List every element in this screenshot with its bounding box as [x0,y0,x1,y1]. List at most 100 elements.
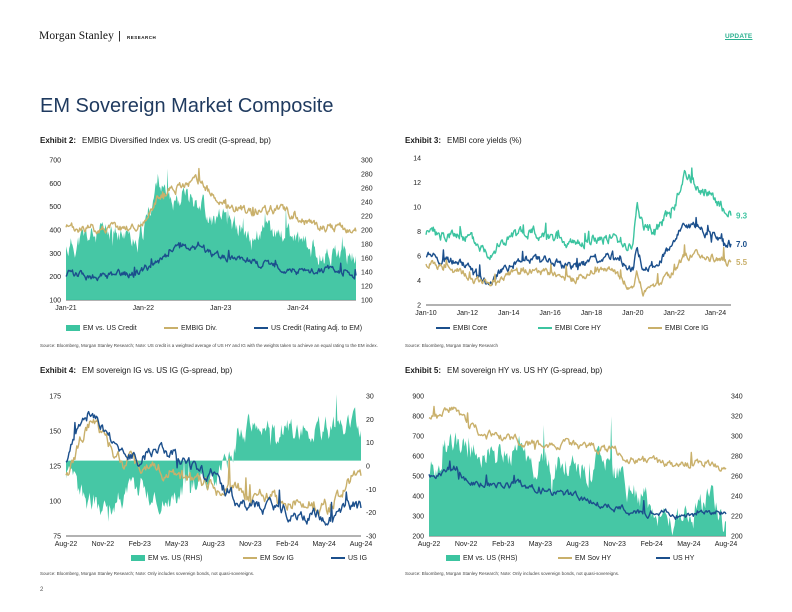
y-right-tick-label: 300 [361,158,373,165]
x-tick-label: Jan-14 [498,310,520,317]
y-right-tick-label: 200 [731,534,743,541]
y-left-tick-label: 12 [413,180,421,187]
exhibit-5-chart: 900 800 700 600 500 400 300 200 340 320 300 280 260 2… [412,394,743,563]
y-right-tick-label: 20 [366,417,374,424]
x-tick-label: Jan-10 [415,310,437,317]
x-tick-label: Aug-22 [55,541,78,548]
y-left-tick-label: 125 [49,464,61,471]
x-tick-label: Jan-21 [55,305,77,312]
x-tick-label: Nov-22 [92,541,115,548]
y-right-tick-label: 240 [731,494,743,501]
y-left-tick-label: 500 [49,204,61,211]
y-left-tick-label: 175 [49,394,61,401]
y-right-tick-label: 0 [366,464,370,471]
series-line [65,167,357,235]
series-line [425,244,732,297]
y-right-tick-label: -20 [366,510,376,517]
y-right-tick-label: 30 [366,394,374,401]
x-tick-label: Jan-24 [705,310,727,317]
x-tick-label: Jan-22 [133,305,155,312]
y-left-tick-label: 500 [412,474,424,481]
legend-label: EMBI Core HY [555,325,601,332]
y-left-tick-label: 4 [417,278,421,285]
x-tick-label: Jan-23 [210,305,232,312]
y-left-tick-label: 100 [49,298,61,305]
x-tick-label: Aug-23 [202,541,225,548]
y-right-tick-label: 180 [361,242,373,249]
legend-label: EM vs. US Credit [83,325,137,332]
exhibit-2-chart: 700 600 500 400 300 200 100 300 280 260 240 220 200 1… [49,158,373,333]
x-tick-label: Aug-24 [350,541,373,548]
series-line [65,410,362,526]
y-left-tick-label: 14 [413,156,421,163]
legend-swatch [66,325,80,331]
legend-label: EM Sov HY [575,555,612,562]
y-left-tick-label: 800 [412,414,424,421]
y-right-tick-label: 10 [366,440,374,447]
page-number: 2 [40,587,44,593]
exhibit-5-source: Source: Bloomberg, Morgan Stanley Resear… [405,571,620,576]
legend-label: EMBIG Div. [181,325,217,332]
y-left-tick-label: 300 [49,251,61,258]
x-tick-label: Jan-20 [622,310,644,317]
series-area [66,394,361,522]
x-tick-label: Jan-24 [287,305,309,312]
x-tick-label: May-24 [312,541,335,548]
y-right-tick-label: 100 [361,298,373,305]
exhibit-3-source: Source: Bloomberg, Morgan Stanley Resear… [405,343,499,348]
y-right-tick-label: 240 [361,200,373,207]
y-left-tick-label: 10 [413,205,421,212]
y-left-tick-label: 200 [412,534,424,541]
y-left-tick-label: 2 [417,303,421,310]
x-tick-label: May-24 [677,541,700,548]
x-tick-label: Aug-24 [715,541,738,548]
legend-label: EMBI Core IG [665,325,709,332]
legend-label: EM Sov IG [260,555,294,562]
y-left-tick-label: 700 [412,434,424,441]
y-left-tick-label: 100 [49,499,61,506]
legend-label: EMBI Core [453,325,487,332]
y-right-tick-label: 220 [731,514,743,521]
y-left-tick-label: 300 [412,514,424,521]
series-line [65,241,357,282]
y-left-tick-label: 900 [412,394,424,401]
exhibit-3-title: Exhibit 3: EMBI core yields (%) [405,136,522,145]
y-left-tick-label: 200 [49,274,61,281]
y-left-tick-label: 600 [412,454,424,461]
x-tick-label: Jan-22 [663,310,685,317]
x-tick-label: Nov-23 [239,541,262,548]
y-right-tick-label: 120 [361,284,373,291]
y-right-tick-label: 260 [361,186,373,193]
exhibit-4-title: Exhibit 4: EM sovereign IG vs. US IG (G-s… [40,366,233,375]
y-left-tick-label: 600 [49,181,61,188]
y-left-tick-label: 8 [417,229,421,236]
x-tick-label: Feb-24 [641,541,663,548]
y-right-tick-label: 220 [361,214,373,221]
y-right-tick-label: -30 [366,534,376,541]
y-right-tick-label: 260 [731,474,743,481]
y-left-tick-label: 400 [49,228,61,235]
x-tick-label: Jan-12 [457,310,479,317]
legend-swatch [131,555,145,561]
end-label-core-ig: 5.5 [736,258,748,267]
series-area [429,416,726,536]
x-tick-label: Aug-23 [566,541,589,548]
x-tick-label: Jan-18 [581,310,603,317]
brand-logo: Morgan Stanley [39,30,114,42]
x-tick-label: Feb-23 [492,541,514,548]
legend-label: US IG [348,555,367,562]
x-tick-label: May-23 [165,541,188,548]
y-right-tick-label: 280 [361,172,373,179]
y-right-tick-label: 340 [731,394,743,401]
y-right-tick-label: -10 [366,487,376,494]
y-right-tick-label: 300 [731,434,743,441]
legend-label: US HY [673,555,695,562]
y-right-tick-label: 140 [361,270,373,277]
update-tag[interactable]: UPDATE [725,33,753,40]
exhibit-2-title: Exhibit 2: EMBIG Diversified Index vs. US… [40,136,271,145]
y-right-tick-label: 200 [361,228,373,235]
header-separator: | [118,30,121,42]
legend-label: EM vs. US (RHS) [463,555,517,562]
y-right-tick-label: 160 [361,256,373,263]
y-left-tick-label: 400 [412,494,424,501]
